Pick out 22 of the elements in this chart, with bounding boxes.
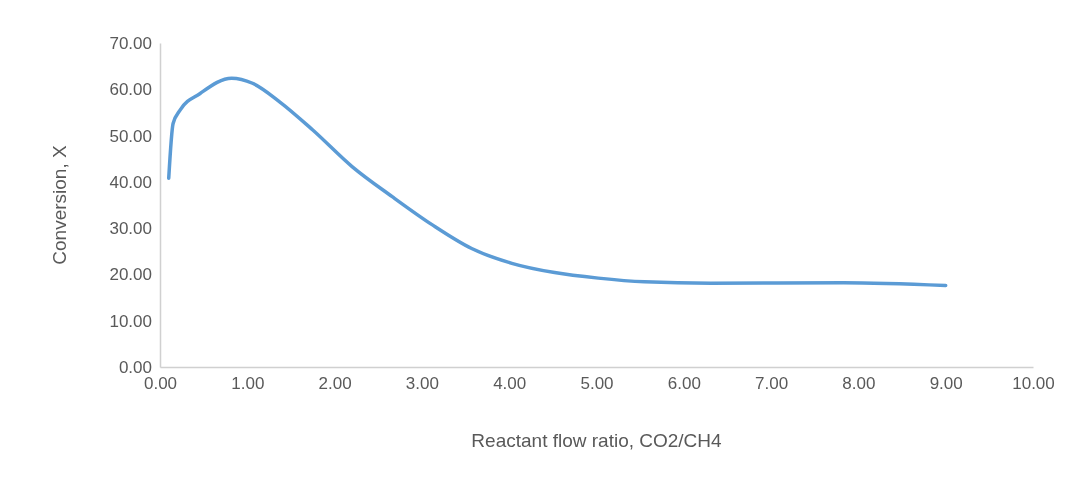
x-tick-label: 2.00	[318, 374, 352, 394]
x-tick-label: 1.00	[231, 374, 265, 394]
y-tick-label: 20.00	[109, 265, 152, 285]
y-tick-label: 40.00	[109, 172, 152, 192]
y-axis-title: Conversion, X	[49, 145, 70, 265]
x-tick-label: 8.00	[842, 374, 876, 394]
x-tick-label: 0.00	[143, 374, 178, 394]
x-tick-label: 5.00	[580, 374, 614, 394]
x-tick-label: 4.00	[493, 374, 527, 394]
y-tick-label: 60.00	[109, 80, 152, 100]
y-tick-label: 70.00	[109, 33, 152, 53]
x-tick-label: 3.00	[405, 374, 439, 394]
y-tick-label: 30.00	[109, 219, 152, 239]
x-tick-label: 6.00	[667, 374, 701, 394]
x-tick-label: 7.00	[755, 374, 789, 394]
y-tick-label: 0.00	[118, 357, 152, 377]
x-tick-label: 10.00	[1012, 374, 1055, 394]
x-axis-title: Reactant flow ratio, CO2/CH4	[471, 430, 723, 451]
y-tick-label: 10.00	[109, 311, 152, 331]
x-tick-label: 9.00	[929, 374, 963, 394]
line-series	[166, 76, 948, 288]
y-tick-label: 50.00	[109, 126, 152, 146]
